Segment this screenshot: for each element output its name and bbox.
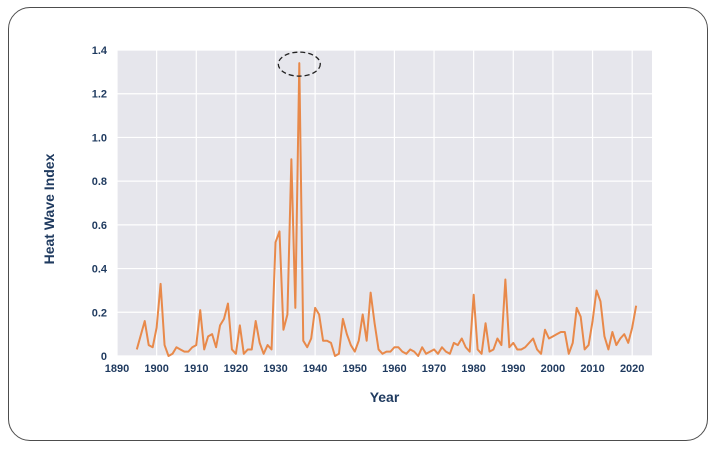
x-tick-label: 1960 [382, 363, 406, 375]
y-tick-label: 0.6 [92, 220, 107, 232]
grid-lines [116, 49, 652, 357]
peak-annotation-ellipse [277, 51, 321, 77]
x-tick-label: 1940 [303, 363, 327, 375]
y-tick-label: 1.2 [92, 89, 107, 101]
series-line [135, 62, 638, 357]
y-axis-label: Heat Wave Index [41, 153, 57, 264]
y-tick-label: 0 [101, 351, 107, 363]
x-tick-label: 1930 [263, 363, 287, 375]
x-tick-label: 1890 [105, 363, 129, 375]
x-tick-label: 2000 [541, 363, 565, 375]
y-tick-label: 0.8 [92, 176, 107, 188]
y-tick-label: 0.2 [92, 307, 107, 319]
x-tick-label: 1910 [184, 363, 208, 375]
x-tick-label: 1970 [422, 363, 446, 375]
series-group [135, 62, 638, 357]
y-tick-label: 1.0 [92, 132, 107, 144]
x-tick-label: 1920 [224, 363, 248, 375]
annotation-group [277, 51, 321, 77]
x-axis-label: Year [370, 389, 400, 405]
y-tick-label: 1.4 [92, 45, 108, 57]
x-tick-labels: 1890 1900 1910 1920 1930 1940 1950 1960 1970 1980… [105, 363, 645, 375]
y-tick-labels: 0 0.2 0.4 0.6 0.8 1.0 1.2 1.4 [92, 45, 108, 363]
x-tick-label: 1980 [461, 363, 485, 375]
x-tick-label: 1950 [343, 363, 367, 375]
x-tick-label: 2010 [580, 363, 604, 375]
x-tick-label: 1990 [501, 363, 525, 375]
x-tick-label: 1900 [144, 363, 168, 375]
x-tick-label: 2020 [620, 363, 644, 375]
y-tick-label: 0.4 [92, 264, 108, 276]
plot-area [117, 50, 652, 356]
